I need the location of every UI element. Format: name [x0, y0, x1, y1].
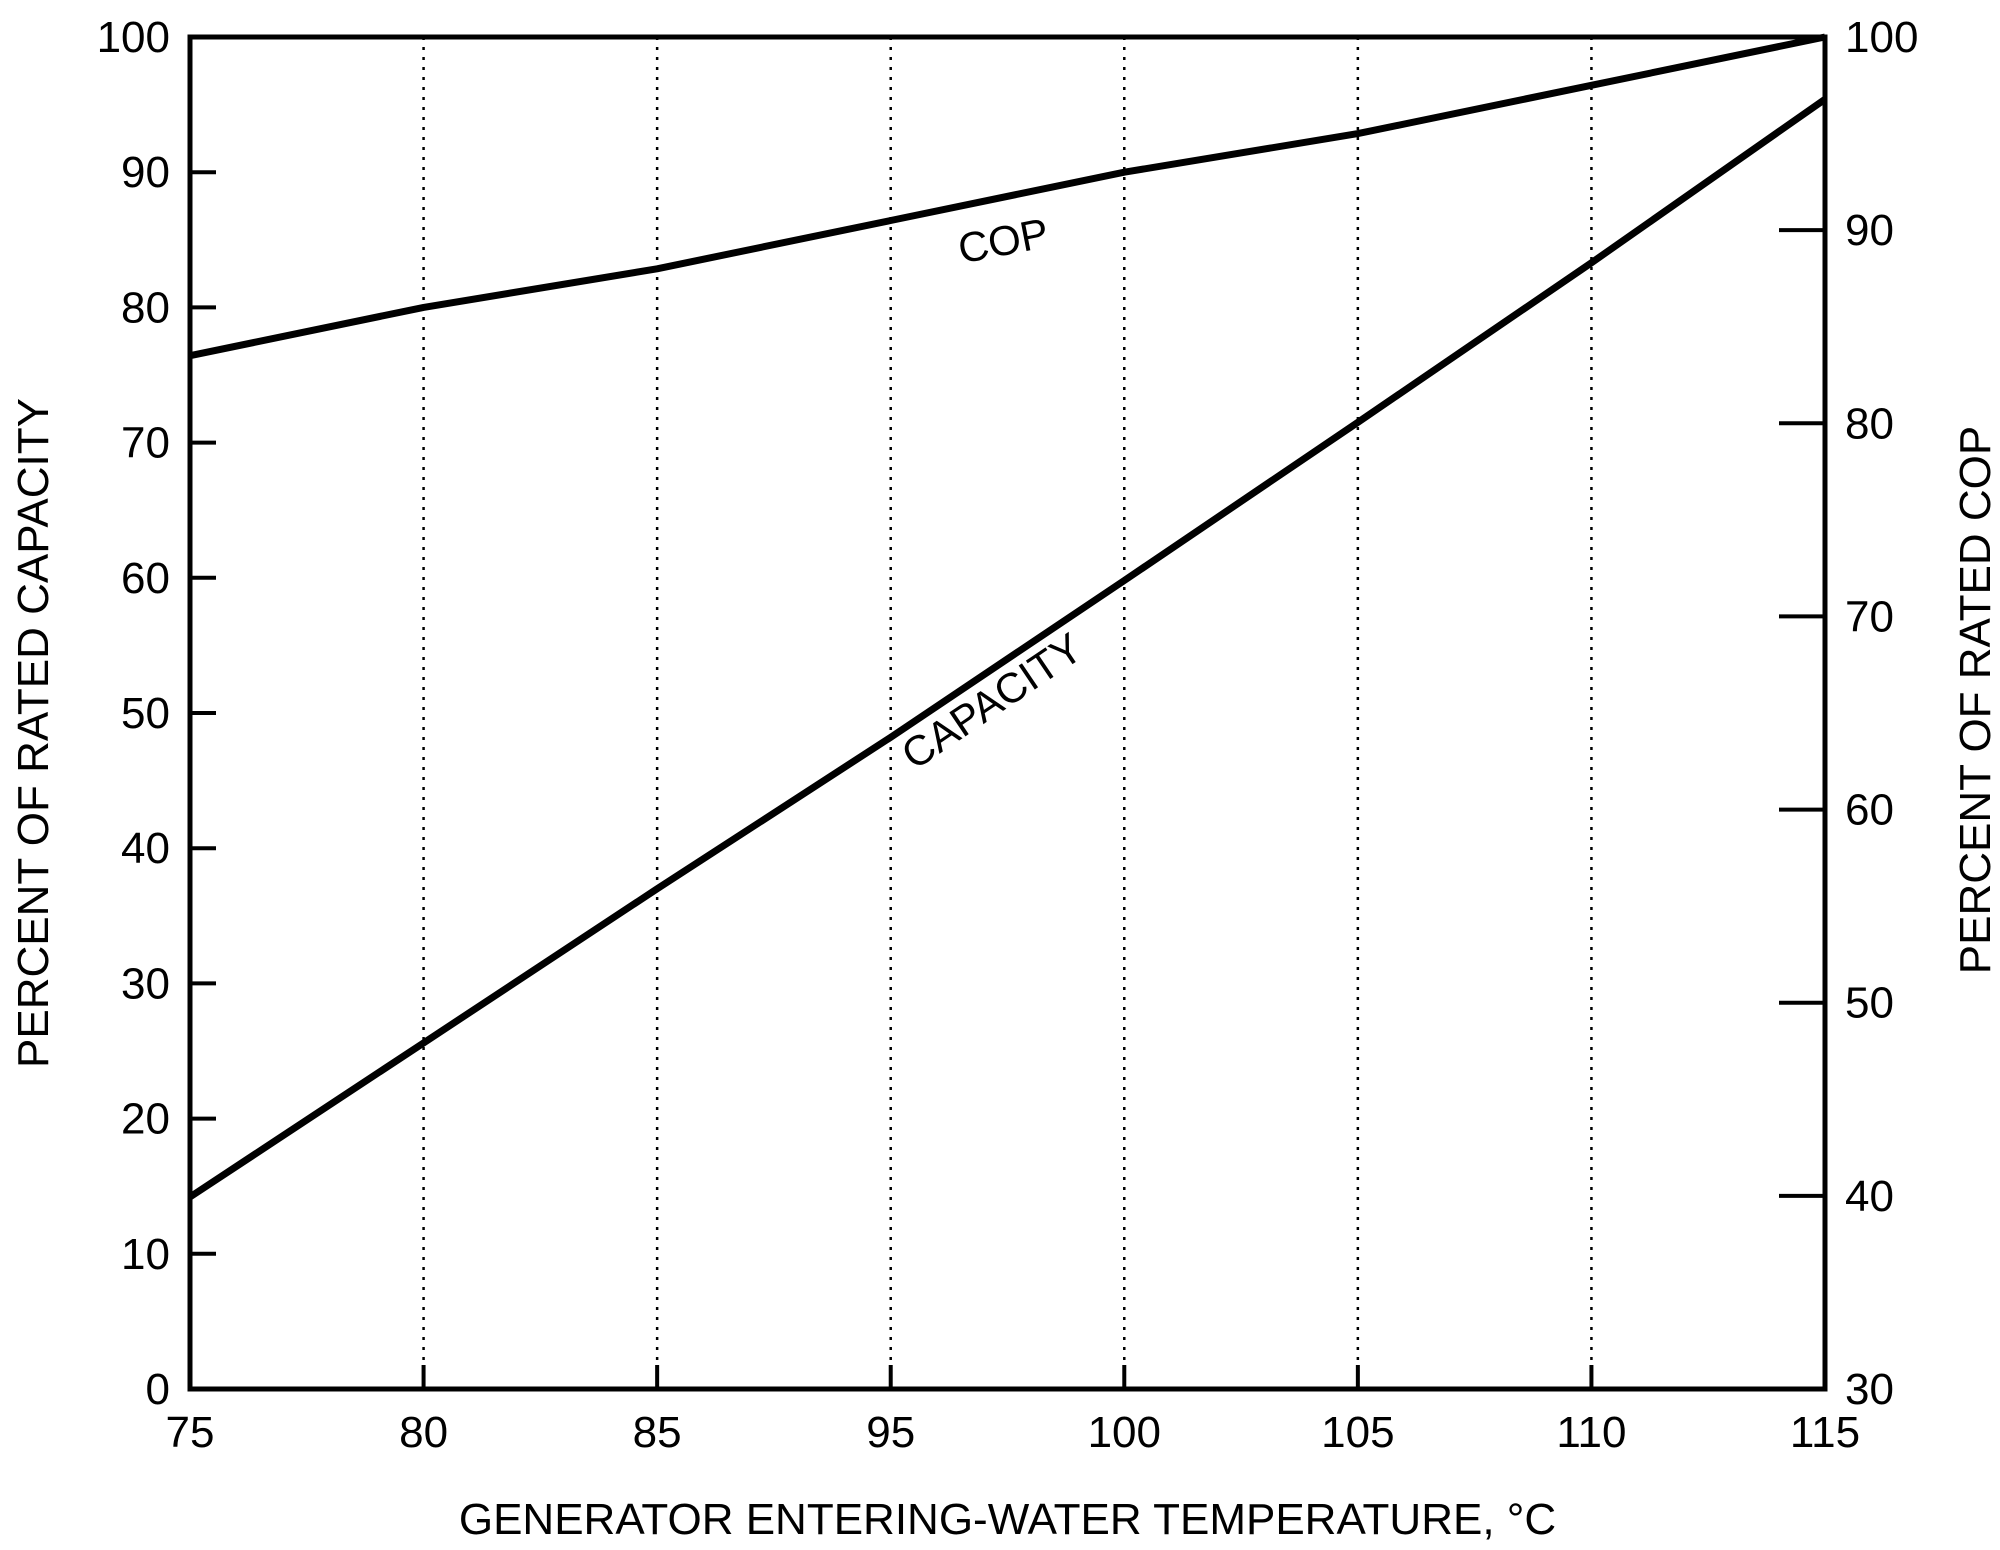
x-tick-label-80: 80	[399, 1408, 448, 1457]
x-axis-title: GENERATOR ENTERING-WATER TEMPERATURE, °C	[459, 1495, 1556, 1544]
x-tick-label-115: 115	[1790, 1408, 1860, 1457]
x-tick-label-110: 110	[1556, 1408, 1626, 1457]
y-right-tick-label-60: 60	[1845, 786, 1894, 835]
y-axis-left-title: PERCENT OF RATED CAPACITY	[9, 398, 58, 1068]
y-right-tick-label-40: 40	[1845, 1172, 1894, 1221]
series-lines	[188, 33, 1828, 1200]
y-left-tick-label-30: 30	[121, 959, 170, 1008]
capacity-curve-label: CAPACITY	[893, 624, 1091, 779]
capacity-line	[188, 96, 1828, 1200]
y-axis-right-title: PERCENT OF RATED COP	[1951, 426, 2000, 974]
y-right-tick-label-80: 80	[1845, 399, 1894, 448]
y-right-tick-label-90: 90	[1845, 206, 1894, 255]
y-right-tick-label-50: 50	[1845, 979, 1894, 1028]
y-left-tick-label-10: 10	[121, 1230, 170, 1279]
x-tick-label-85: 85	[633, 1408, 682, 1457]
y-left-tick-label-50: 50	[121, 689, 170, 738]
cop-curve-label: COP	[954, 209, 1052, 273]
y-right-tick-label-100: 100	[1845, 13, 1918, 62]
y-right-tick-label-30: 30	[1845, 1365, 1894, 1414]
y-left-tick-label-80: 80	[121, 283, 170, 332]
x-tick-label-95: 95	[866, 1408, 915, 1457]
y-left-tick-label-0: 0	[146, 1365, 170, 1414]
cop-line	[189, 33, 1826, 360]
tick-labels: 75 80 85 95 100 105 110 115 0 10 20 30 40 50 60 70 80 90 1…	[97, 13, 1919, 1457]
y-left-tick-label-70: 70	[121, 419, 170, 468]
axis-ticks	[188, 35, 1827, 1391]
x-tick-label-105: 105	[1321, 1408, 1394, 1457]
y-left-tick-label-40: 40	[121, 824, 170, 873]
y-left-tick-label-20: 20	[121, 1095, 170, 1144]
y-left-tick-label-60: 60	[121, 554, 170, 603]
y-left-tick-label-100: 100	[97, 13, 170, 62]
x-tick-label-100: 100	[1088, 1408, 1161, 1457]
y-left-tick-label-90: 90	[121, 148, 170, 197]
x-tick-label-75: 75	[166, 1408, 215, 1457]
y-right-tick-label-70: 70	[1845, 592, 1894, 641]
